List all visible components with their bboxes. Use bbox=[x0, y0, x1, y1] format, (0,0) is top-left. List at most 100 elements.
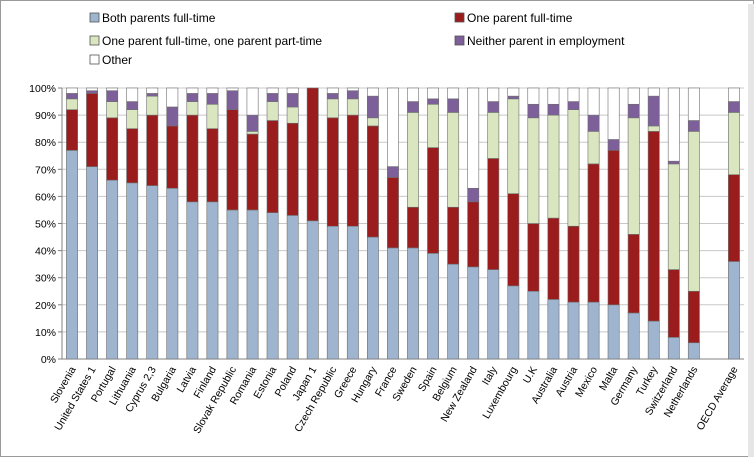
bar-segment bbox=[186, 101, 199, 116]
bar-segment bbox=[387, 166, 399, 178]
bar-segment bbox=[587, 131, 600, 165]
bar-segment bbox=[507, 285, 520, 360]
bar-segment bbox=[326, 225, 339, 360]
bar-segment bbox=[206, 128, 219, 203]
bar-segment bbox=[126, 87, 139, 102]
bar-segment bbox=[627, 234, 640, 314]
bar-segment bbox=[527, 87, 540, 105]
bar-segment bbox=[467, 201, 480, 268]
legend-swatch bbox=[89, 35, 100, 46]
bar-segment bbox=[266, 101, 279, 121]
bar-segment bbox=[607, 304, 620, 360]
bar-segment bbox=[487, 87, 500, 102]
bar-segment bbox=[106, 179, 119, 360]
y-tick-label: 10% bbox=[35, 327, 56, 339]
bar-segment bbox=[286, 93, 299, 108]
bar-segment bbox=[687, 131, 700, 292]
bar-segment bbox=[687, 87, 700, 121]
bar-segment bbox=[687, 120, 700, 132]
bar-segment bbox=[527, 223, 540, 292]
bar-segment bbox=[387, 177, 399, 249]
bar-segment bbox=[86, 87, 99, 92]
bar-segment bbox=[86, 93, 99, 167]
bar-segment bbox=[326, 117, 339, 227]
bar-segment bbox=[447, 87, 460, 100]
bar-segment bbox=[346, 87, 359, 92]
bar-segment bbox=[206, 103, 219, 129]
bar-segment bbox=[627, 103, 640, 119]
bar-segment bbox=[627, 312, 640, 360]
bar-segment bbox=[166, 106, 179, 127]
bar-segment bbox=[547, 114, 560, 219]
bar-segment bbox=[106, 117, 119, 181]
bar-segment bbox=[728, 261, 740, 360]
bar-segment bbox=[447, 112, 460, 208]
y-tick-label: 80% bbox=[35, 137, 56, 149]
bar-segment bbox=[66, 150, 78, 360]
bar-segment bbox=[527, 290, 540, 360]
legend-label: Both parents full-time bbox=[102, 11, 216, 25]
bar-segment bbox=[326, 98, 339, 119]
bar-segment bbox=[447, 263, 460, 360]
bar-segment bbox=[146, 95, 159, 116]
legend-label: Neither parent in employment bbox=[467, 34, 625, 48]
bar-segment bbox=[186, 114, 199, 203]
bar-segment bbox=[607, 139, 620, 151]
bar-segment bbox=[527, 117, 540, 224]
bar-segment bbox=[206, 87, 219, 94]
bar-segment bbox=[66, 98, 78, 110]
bar-segment bbox=[86, 90, 99, 94]
bar-segment bbox=[487, 158, 500, 270]
x-category-label: Italy bbox=[480, 364, 500, 387]
bar-segment bbox=[66, 93, 78, 100]
bar-segment bbox=[286, 122, 299, 216]
y-tick-label: 90% bbox=[35, 110, 56, 122]
bar-segment bbox=[607, 150, 620, 306]
bar-segment bbox=[567, 225, 580, 303]
bar-segment bbox=[647, 87, 660, 97]
bar-segment bbox=[166, 87, 179, 108]
bar-segment bbox=[366, 125, 379, 238]
bar-segment bbox=[146, 185, 159, 360]
x-category-label: U.K bbox=[521, 365, 540, 386]
bar-segment bbox=[266, 120, 279, 213]
bar-segment bbox=[246, 131, 259, 135]
bar-segment bbox=[366, 117, 379, 127]
bar-segment bbox=[346, 98, 359, 116]
y-tick-label: 100% bbox=[29, 83, 56, 95]
bar-segment bbox=[427, 253, 440, 360]
bar-segment bbox=[587, 87, 600, 116]
frame-shadow bbox=[748, 4, 754, 457]
bar-segment bbox=[667, 269, 680, 338]
bar-segment bbox=[487, 269, 500, 360]
bar-segment bbox=[246, 209, 259, 360]
bar-segment bbox=[667, 87, 680, 162]
bar-segment bbox=[407, 87, 419, 102]
legend-label: Other bbox=[102, 53, 132, 67]
bar-segment bbox=[206, 201, 219, 360]
bar-segment bbox=[567, 301, 580, 360]
bar-segment bbox=[587, 301, 600, 360]
legend-swatch bbox=[454, 35, 465, 46]
bar-segment bbox=[507, 87, 520, 97]
bar-segment bbox=[266, 93, 279, 102]
bar-segment bbox=[547, 217, 560, 300]
bar-segment bbox=[627, 87, 640, 105]
bar-segment bbox=[447, 98, 460, 113]
bar-segment bbox=[306, 220, 319, 360]
bar-segment bbox=[126, 101, 139, 110]
bar-segment bbox=[547, 87, 560, 105]
bar-segment bbox=[627, 117, 640, 235]
y-tick-label: 60% bbox=[35, 191, 56, 203]
bar-segment bbox=[146, 114, 159, 186]
legend-label: One parent full-time, one parent part-ti… bbox=[102, 34, 322, 48]
bar-segment bbox=[728, 87, 740, 102]
bar-segment bbox=[226, 90, 239, 110]
bar-segment bbox=[306, 87, 319, 222]
bar-segment bbox=[126, 182, 139, 360]
bar-segment bbox=[687, 290, 700, 344]
bar-segment bbox=[547, 299, 560, 360]
bar-segment bbox=[467, 187, 480, 203]
bar-segment bbox=[366, 95, 379, 119]
bar-segment bbox=[166, 125, 179, 189]
